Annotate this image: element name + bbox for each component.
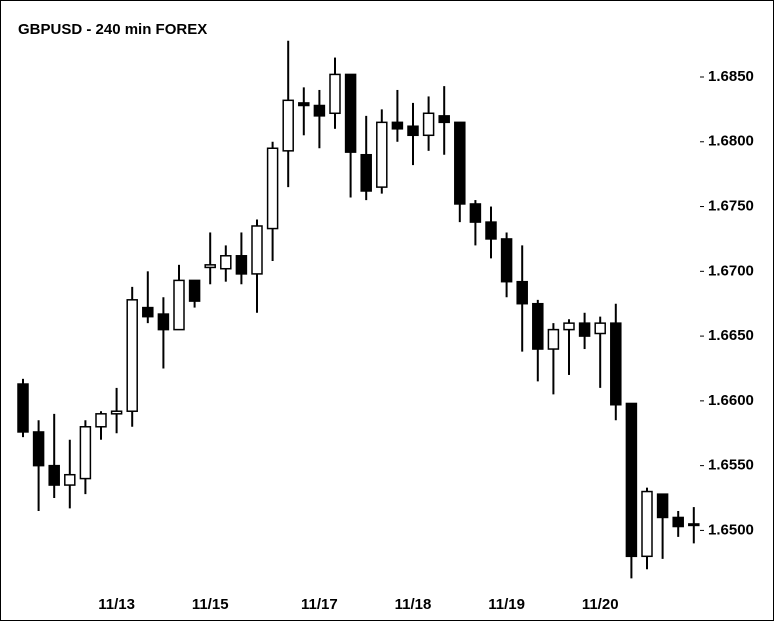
candle-body bbox=[344, 73, 357, 153]
candle-body bbox=[204, 264, 216, 269]
candle-body bbox=[126, 299, 138, 412]
candle-body bbox=[656, 493, 669, 519]
candle-body bbox=[282, 99, 294, 152]
candle-body bbox=[469, 203, 482, 223]
y-tick-label: 1.6650 bbox=[708, 327, 754, 344]
x-tick-label: 11/15 bbox=[192, 596, 229, 613]
candle-body bbox=[329, 73, 341, 115]
candle-body bbox=[563, 322, 575, 331]
candle-body bbox=[578, 322, 591, 337]
candle-body bbox=[110, 410, 123, 415]
candle-body bbox=[235, 255, 248, 275]
y-tick-label: 1.6850 bbox=[708, 68, 754, 85]
candle-body bbox=[610, 322, 622, 406]
candle-body bbox=[376, 121, 388, 188]
candle-body bbox=[625, 402, 638, 558]
candle-body bbox=[516, 280, 528, 305]
candle-body bbox=[547, 328, 560, 350]
chart-title: GBPUSD - 240 min FOREX bbox=[18, 21, 207, 38]
candle-body bbox=[142, 306, 154, 318]
candle-body bbox=[407, 125, 419, 137]
y-tick-label: 1.6700 bbox=[708, 262, 754, 279]
candle-body bbox=[64, 473, 76, 486]
candle-body bbox=[454, 121, 466, 205]
candle-body bbox=[500, 238, 513, 283]
x-tick-label: 11/17 bbox=[301, 596, 338, 613]
candle-body bbox=[688, 523, 700, 527]
candle-body bbox=[157, 313, 170, 331]
candle-body bbox=[173, 279, 185, 331]
candle-body bbox=[188, 279, 201, 302]
candle-body bbox=[485, 221, 497, 240]
candle-body bbox=[360, 153, 372, 192]
y-tick-label: 1.6750 bbox=[708, 198, 754, 215]
candle-body bbox=[532, 302, 544, 350]
candle-body bbox=[594, 322, 606, 335]
candle-body bbox=[79, 426, 92, 480]
x-tick-label: 11/18 bbox=[395, 596, 432, 613]
y-tick-label: 1.6550 bbox=[708, 457, 754, 474]
candle-body bbox=[266, 147, 279, 230]
x-tick-label: 11/13 bbox=[98, 596, 135, 613]
x-tick-label: 11/19 bbox=[488, 596, 525, 613]
candle-body bbox=[641, 490, 653, 558]
candle-body bbox=[672, 516, 684, 528]
candle-body bbox=[17, 383, 29, 433]
candle-body bbox=[32, 431, 45, 467]
candle-body bbox=[95, 413, 107, 428]
candle-body bbox=[48, 464, 60, 486]
y-tick-label: 1.6500 bbox=[708, 521, 754, 538]
candle-body bbox=[251, 225, 263, 275]
candle-body bbox=[438, 115, 450, 124]
candle-body bbox=[422, 112, 435, 137]
candle-body bbox=[313, 104, 326, 117]
candle-body bbox=[298, 102, 310, 107]
candle-body bbox=[220, 255, 232, 270]
candle-body bbox=[391, 121, 404, 130]
y-tick-label: 1.6600 bbox=[708, 392, 754, 409]
x-tick-label: 11/20 bbox=[582, 596, 619, 613]
y-tick-label: 1.6800 bbox=[708, 133, 754, 150]
